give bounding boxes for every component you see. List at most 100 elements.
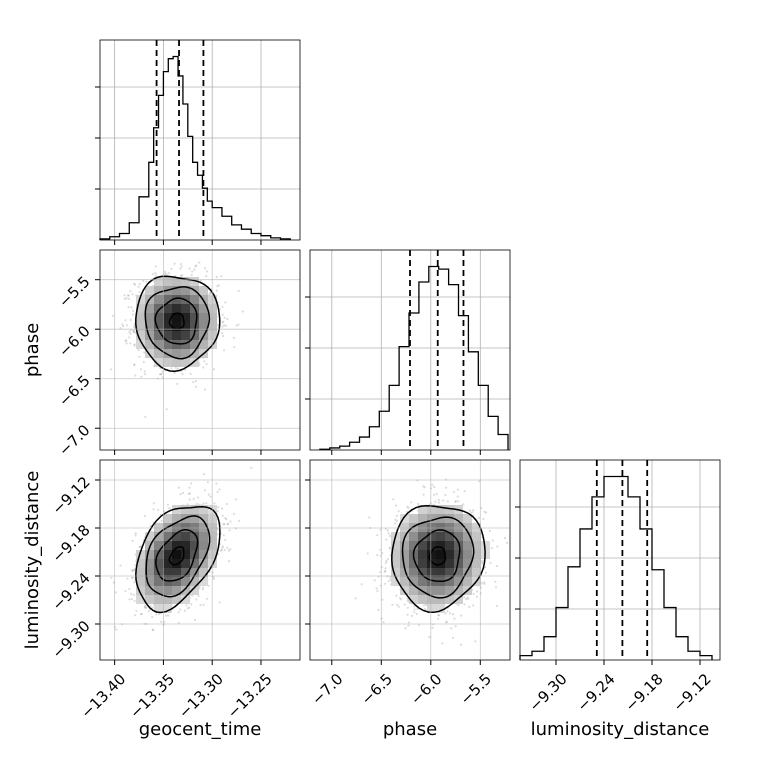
density-cell [172,340,181,349]
density-cell [427,550,436,559]
scatter-point [235,324,238,327]
scatter-point [159,373,162,376]
scatter-point [145,606,148,609]
scatter-point [128,598,131,601]
y-tick-label-luminosity_distance: −9.30 [48,617,93,662]
scatter-point [131,576,134,579]
scatter-point [472,604,475,607]
density-cell [199,541,208,550]
scatter-point [126,577,129,580]
scatter-point [160,620,163,624]
density-cell [154,349,163,358]
scatter-point [229,548,232,551]
density-cell [136,304,145,313]
scatter-point [217,284,220,287]
scatter-point [193,618,197,622]
density-cell [472,541,481,550]
density-cell [181,532,190,541]
scatter-point [137,285,140,288]
scatter-point [115,628,118,631]
density-cell [199,322,208,331]
scatter-point [506,541,509,545]
panel-frame [309,249,511,451]
scatter-point [428,636,431,639]
density-cell [145,313,154,322]
scatter-point [474,640,477,643]
scatter-point [384,567,387,570]
density-cell [391,541,400,550]
scatter-point [208,293,211,296]
density-cell [154,304,163,313]
contour-level [135,275,221,373]
scatter-point [138,355,141,358]
density-cell [154,331,163,340]
density-cell [136,295,145,304]
y-axis-label-phase: phase [22,323,43,377]
density-cell [136,331,145,340]
density-cell [181,559,190,568]
scatter-point [144,606,147,609]
density-cell [190,586,199,595]
scatter-point [454,500,458,503]
scatter-point [127,305,130,309]
contour-level [412,529,461,583]
scatter-point [170,367,173,370]
scatter-point [446,500,449,503]
density-cell [463,577,472,586]
scatter-point [129,329,132,332]
scatter-point [445,621,448,624]
contour-level [391,504,486,614]
density-cell [190,322,199,331]
density-cell [136,577,145,586]
density-cell [154,322,163,331]
scatter-point [413,608,416,611]
density-cell [154,313,163,322]
density-cell [154,577,163,586]
scatter-point [133,329,136,332]
scatter-point [177,486,180,489]
scatter-point [160,373,163,376]
scatter-point [222,534,225,537]
density-cell [400,559,409,568]
scatter-point [387,580,390,583]
scatter-point [433,485,436,489]
density-cell [181,523,190,532]
density-cell [391,577,400,586]
scatter-point [159,373,162,376]
panel-frame [519,459,721,661]
scatter-point [490,547,493,550]
scatter-point [445,486,448,489]
scatter-point [360,583,363,586]
scatter-point [204,267,207,270]
density-cell [436,550,445,559]
scatter-point [212,576,215,579]
scatter-point [482,517,485,521]
density-cell [418,550,427,559]
scatter-point [179,263,183,266]
density-cell [154,340,163,349]
scatter-point [394,522,397,525]
scatter-point [202,502,205,505]
scatter-point [202,603,205,606]
scatter-point [413,605,416,608]
scatter-point [176,382,179,385]
scatter-point [462,503,465,506]
scatter-point [165,408,168,411]
scatter-point [132,330,135,333]
scatter-point [128,587,131,591]
scatter-point [442,499,445,502]
scatter-point [387,557,390,561]
scatter-point [218,488,221,491]
density-cell [154,604,163,613]
scatter-point [126,294,129,297]
density-cell [163,604,172,613]
scatter-point [197,594,200,598]
scatter-point [133,326,136,329]
scatter-point [138,546,141,549]
scatter-point [225,518,228,521]
scatter-point [389,576,392,579]
scatter-point [151,606,154,610]
density-cell [445,550,454,559]
density-cell [445,559,454,568]
scatter-point [459,643,463,646]
